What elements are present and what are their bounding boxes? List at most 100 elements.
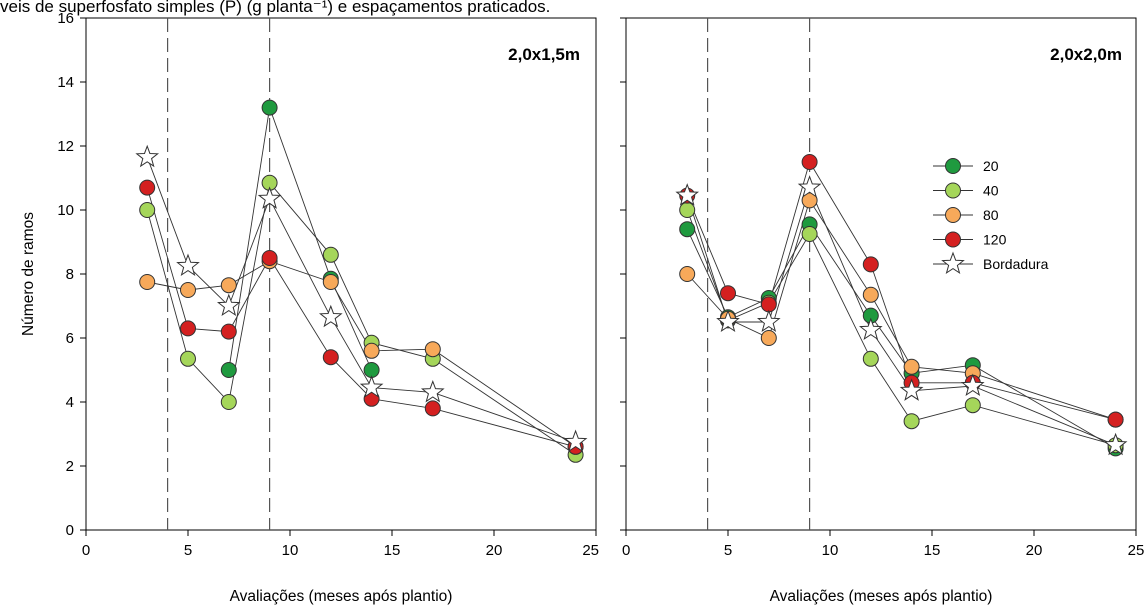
data-point-80 (679, 266, 696, 282)
x-tick-label: 15 (384, 542, 401, 559)
series-line-40 (686, 209, 1116, 446)
legend-label: 120 (983, 232, 1007, 248)
data-point-120 (801, 154, 818, 170)
data-point-80 (322, 274, 339, 290)
y-tick-label: 0 (66, 522, 74, 539)
data-point-bordadura (858, 317, 883, 341)
data-point-80 (363, 342, 380, 359)
data-point-120 (720, 285, 736, 302)
series-line-120 (146, 187, 576, 448)
data-point-bordadura (257, 186, 282, 209)
series-line-40 (146, 181, 576, 456)
y-tick-label: 12 (57, 138, 74, 155)
x-tick-label: 5 (184, 542, 192, 559)
legend-label: 40 (983, 183, 999, 199)
data-point-bordadura (318, 304, 343, 328)
data-point-80 (760, 330, 777, 346)
panel-left-ticks: 0 5 10 15 20 25 0 2 4 6 8 10 12 14 16 (57, 10, 599, 559)
series-line-120 (686, 160, 1116, 421)
data-point-80 (424, 341, 441, 358)
legend-marker (945, 231, 961, 248)
data-point-40 (139, 202, 156, 218)
data-point-120 (424, 400, 441, 417)
series-line-20 (686, 223, 1116, 449)
data-point-120 (180, 320, 196, 337)
data-point-40 (180, 350, 196, 367)
data-point-120 (261, 250, 278, 266)
x-tick-label: 20 (486, 542, 503, 559)
data-point-40 (903, 413, 920, 430)
data-point-80 (903, 358, 920, 375)
data-point-80 (220, 277, 237, 294)
data-point-80 (801, 192, 818, 209)
data-point-bordadura (716, 309, 740, 333)
x-tick-label: 15 (924, 542, 941, 559)
data-point-120 (139, 179, 156, 196)
data-point-40 (679, 202, 696, 218)
legend-marker (945, 158, 961, 174)
data-point-bordadura (420, 379, 445, 403)
x-tick-label: 20 (1026, 542, 1043, 559)
figure-caption: veis de superfosfato simples (P) (g plan… (0, 0, 551, 16)
data-point-80 (139, 274, 156, 290)
data-point-120 (322, 349, 339, 366)
panel-left-frame (85, 17, 597, 531)
x-tick-label: 5 (724, 542, 732, 559)
data-point-120 (220, 323, 237, 340)
panel-right-ticks: 0 5 10 15 20 25 (620, 17, 1144, 559)
x-tick-label: 10 (822, 542, 839, 559)
data-point-40 (801, 226, 818, 242)
x-tick-label: 10 (282, 542, 299, 559)
y-tick-label: 8 (66, 266, 74, 283)
data-point-bordadura (359, 375, 384, 398)
legend-marker (945, 182, 961, 199)
x-tick-label: 0 (82, 542, 90, 559)
data-point-bordadura (1103, 432, 1128, 456)
panel-right-title: 2,0x2,0m (1050, 45, 1122, 64)
panel-left: 2,0x1,5m Número de ramos Avaliações (mes… (20, 10, 599, 605)
data-point-40 (862, 350, 879, 367)
data-point-40 (220, 394, 237, 410)
data-point-bordadura (899, 378, 924, 401)
data-point-bordadura (675, 183, 700, 206)
data-point-40 (964, 397, 981, 414)
data-point-40 (322, 246, 339, 263)
data-point-bordadura (176, 253, 200, 277)
data-point-bordadura (960, 373, 985, 397)
legend-label: 80 (983, 207, 999, 223)
data-point-bordadura (135, 144, 160, 168)
data-point-20 (679, 221, 696, 238)
panel-left-title: 2,0x1,5m (508, 45, 580, 64)
data-point-bordadura (216, 293, 241, 317)
data-point-120 (1107, 411, 1124, 428)
series-line-bordadura (146, 157, 576, 443)
legend-marker (945, 207, 961, 223)
legend: 20 40 80 120 Bordadura (933, 158, 1049, 275)
data-point-20 (261, 99, 278, 116)
panel-right-plot-area (675, 18, 1128, 530)
data-point-80 (180, 282, 196, 298)
panel-right-x-axis-label: Avaliações (meses após plantio) (770, 588, 993, 605)
data-point-bordadura (797, 175, 822, 198)
series-line-20 (228, 107, 373, 371)
panel-right-frame (625, 17, 1137, 531)
panel-left-plot-area (135, 18, 588, 530)
y-tick-label: 4 (66, 394, 74, 411)
panel-left-x-axis-label: Avaliações (meses após plantio) (230, 588, 453, 605)
legend-marker (941, 251, 965, 275)
data-point-bordadura (563, 429, 588, 453)
data-point-80 (862, 286, 879, 303)
data-point-120 (862, 256, 879, 273)
y-tick-label: 16 (57, 10, 74, 27)
legend-label: 20 (983, 158, 999, 174)
x-tick-label: 0 (622, 542, 630, 559)
data-point-20 (220, 362, 237, 378)
series-line-bordadura (686, 186, 1116, 446)
y-tick-label: 2 (66, 458, 74, 475)
legend-label: Bordadura (983, 256, 1049, 272)
y-tick-label: 10 (57, 202, 74, 219)
panel-right: 2,0x2,0m Avaliações (meses após plantio)… (620, 17, 1144, 605)
data-point-bordadura (756, 309, 781, 333)
y-tick-label: 6 (66, 330, 74, 347)
